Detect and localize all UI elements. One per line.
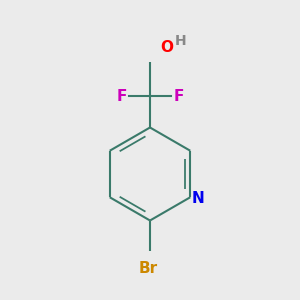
Text: F: F — [116, 88, 127, 104]
Text: N: N — [191, 191, 204, 206]
Text: Br: Br — [139, 261, 158, 276]
Text: H: H — [175, 34, 187, 48]
Text: F: F — [173, 88, 184, 104]
Text: O: O — [160, 40, 173, 56]
